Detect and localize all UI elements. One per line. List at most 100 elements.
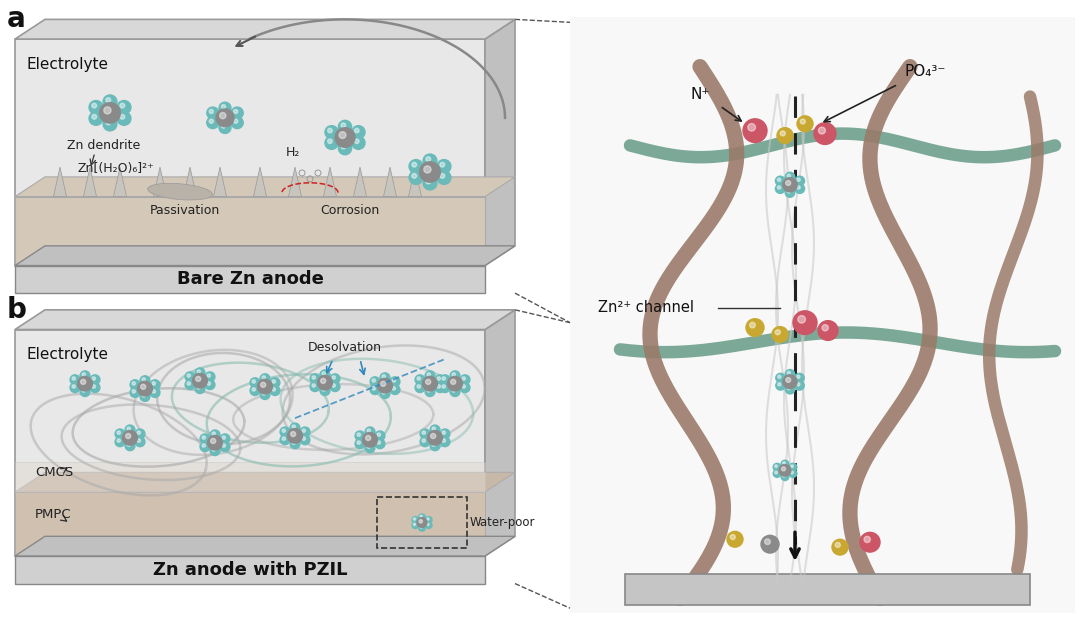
Circle shape bbox=[778, 186, 781, 189]
Polygon shape bbox=[15, 310, 515, 329]
Circle shape bbox=[140, 392, 150, 401]
Circle shape bbox=[380, 389, 390, 399]
Circle shape bbox=[797, 186, 800, 189]
Circle shape bbox=[382, 391, 386, 394]
Circle shape bbox=[197, 386, 201, 389]
Circle shape bbox=[427, 373, 431, 376]
Text: Water-poor: Water-poor bbox=[470, 516, 536, 529]
Circle shape bbox=[795, 176, 805, 185]
Circle shape bbox=[417, 518, 427, 528]
Circle shape bbox=[330, 374, 340, 384]
Circle shape bbox=[791, 471, 794, 474]
Circle shape bbox=[727, 531, 743, 547]
Circle shape bbox=[210, 119, 214, 123]
Text: PO₄³⁻: PO₄³⁻ bbox=[905, 64, 946, 79]
Circle shape bbox=[442, 431, 446, 435]
Circle shape bbox=[89, 100, 103, 114]
Circle shape bbox=[338, 120, 352, 133]
Circle shape bbox=[419, 525, 426, 531]
Circle shape bbox=[251, 378, 260, 388]
Circle shape bbox=[202, 436, 205, 439]
Circle shape bbox=[765, 539, 770, 544]
Circle shape bbox=[787, 386, 791, 390]
Circle shape bbox=[392, 379, 395, 382]
Circle shape bbox=[409, 170, 423, 184]
Circle shape bbox=[420, 162, 441, 182]
Circle shape bbox=[270, 386, 280, 396]
Circle shape bbox=[775, 176, 785, 185]
Circle shape bbox=[440, 375, 450, 384]
Circle shape bbox=[435, 375, 445, 384]
Circle shape bbox=[150, 388, 160, 397]
Circle shape bbox=[104, 107, 111, 114]
Circle shape bbox=[322, 372, 325, 375]
Circle shape bbox=[390, 377, 400, 386]
Circle shape bbox=[430, 425, 440, 435]
Circle shape bbox=[233, 109, 238, 113]
Circle shape bbox=[450, 387, 460, 397]
Circle shape bbox=[462, 377, 465, 380]
Circle shape bbox=[423, 166, 431, 173]
Circle shape bbox=[302, 437, 306, 440]
Circle shape bbox=[320, 386, 329, 396]
Circle shape bbox=[116, 437, 125, 446]
Circle shape bbox=[187, 374, 190, 377]
Circle shape bbox=[460, 375, 470, 384]
Polygon shape bbox=[15, 197, 485, 265]
Polygon shape bbox=[15, 246, 515, 265]
Circle shape bbox=[99, 103, 120, 123]
Circle shape bbox=[252, 379, 256, 383]
Circle shape bbox=[127, 427, 131, 430]
Circle shape bbox=[786, 378, 791, 383]
Circle shape bbox=[120, 115, 124, 119]
Text: PMPC: PMPC bbox=[35, 508, 71, 521]
Polygon shape bbox=[15, 463, 485, 492]
Circle shape bbox=[206, 117, 219, 128]
Circle shape bbox=[310, 382, 320, 391]
Circle shape bbox=[437, 170, 451, 184]
FancyBboxPatch shape bbox=[570, 17, 1075, 613]
Circle shape bbox=[270, 378, 280, 388]
Circle shape bbox=[127, 443, 131, 446]
Circle shape bbox=[785, 180, 791, 185]
Circle shape bbox=[103, 117, 117, 131]
Circle shape bbox=[318, 376, 333, 390]
Circle shape bbox=[221, 105, 226, 108]
Circle shape bbox=[357, 441, 361, 445]
Circle shape bbox=[462, 385, 465, 388]
Circle shape bbox=[785, 370, 795, 379]
Circle shape bbox=[365, 435, 370, 441]
Polygon shape bbox=[153, 167, 166, 197]
Circle shape bbox=[415, 383, 424, 392]
Circle shape bbox=[260, 390, 270, 399]
Circle shape bbox=[819, 127, 825, 134]
Circle shape bbox=[832, 539, 848, 555]
Circle shape bbox=[774, 471, 778, 474]
Circle shape bbox=[341, 123, 346, 128]
Circle shape bbox=[325, 126, 338, 139]
Circle shape bbox=[378, 378, 392, 393]
Circle shape bbox=[773, 470, 781, 477]
Circle shape bbox=[222, 444, 226, 447]
Circle shape bbox=[90, 383, 100, 392]
Circle shape bbox=[822, 325, 828, 331]
Circle shape bbox=[327, 128, 333, 133]
Circle shape bbox=[797, 116, 813, 131]
Circle shape bbox=[363, 433, 377, 447]
Circle shape bbox=[132, 390, 135, 393]
Circle shape bbox=[137, 439, 140, 442]
Polygon shape bbox=[15, 329, 485, 556]
Circle shape bbox=[780, 131, 785, 136]
Circle shape bbox=[81, 379, 85, 384]
Circle shape bbox=[90, 375, 100, 384]
Circle shape bbox=[195, 368, 205, 378]
Circle shape bbox=[355, 431, 365, 441]
Circle shape bbox=[135, 429, 145, 439]
Circle shape bbox=[207, 435, 222, 450]
Circle shape bbox=[428, 430, 443, 445]
Circle shape bbox=[447, 376, 462, 391]
Circle shape bbox=[150, 380, 160, 389]
Circle shape bbox=[210, 109, 214, 113]
Circle shape bbox=[426, 516, 432, 523]
Circle shape bbox=[207, 382, 211, 385]
